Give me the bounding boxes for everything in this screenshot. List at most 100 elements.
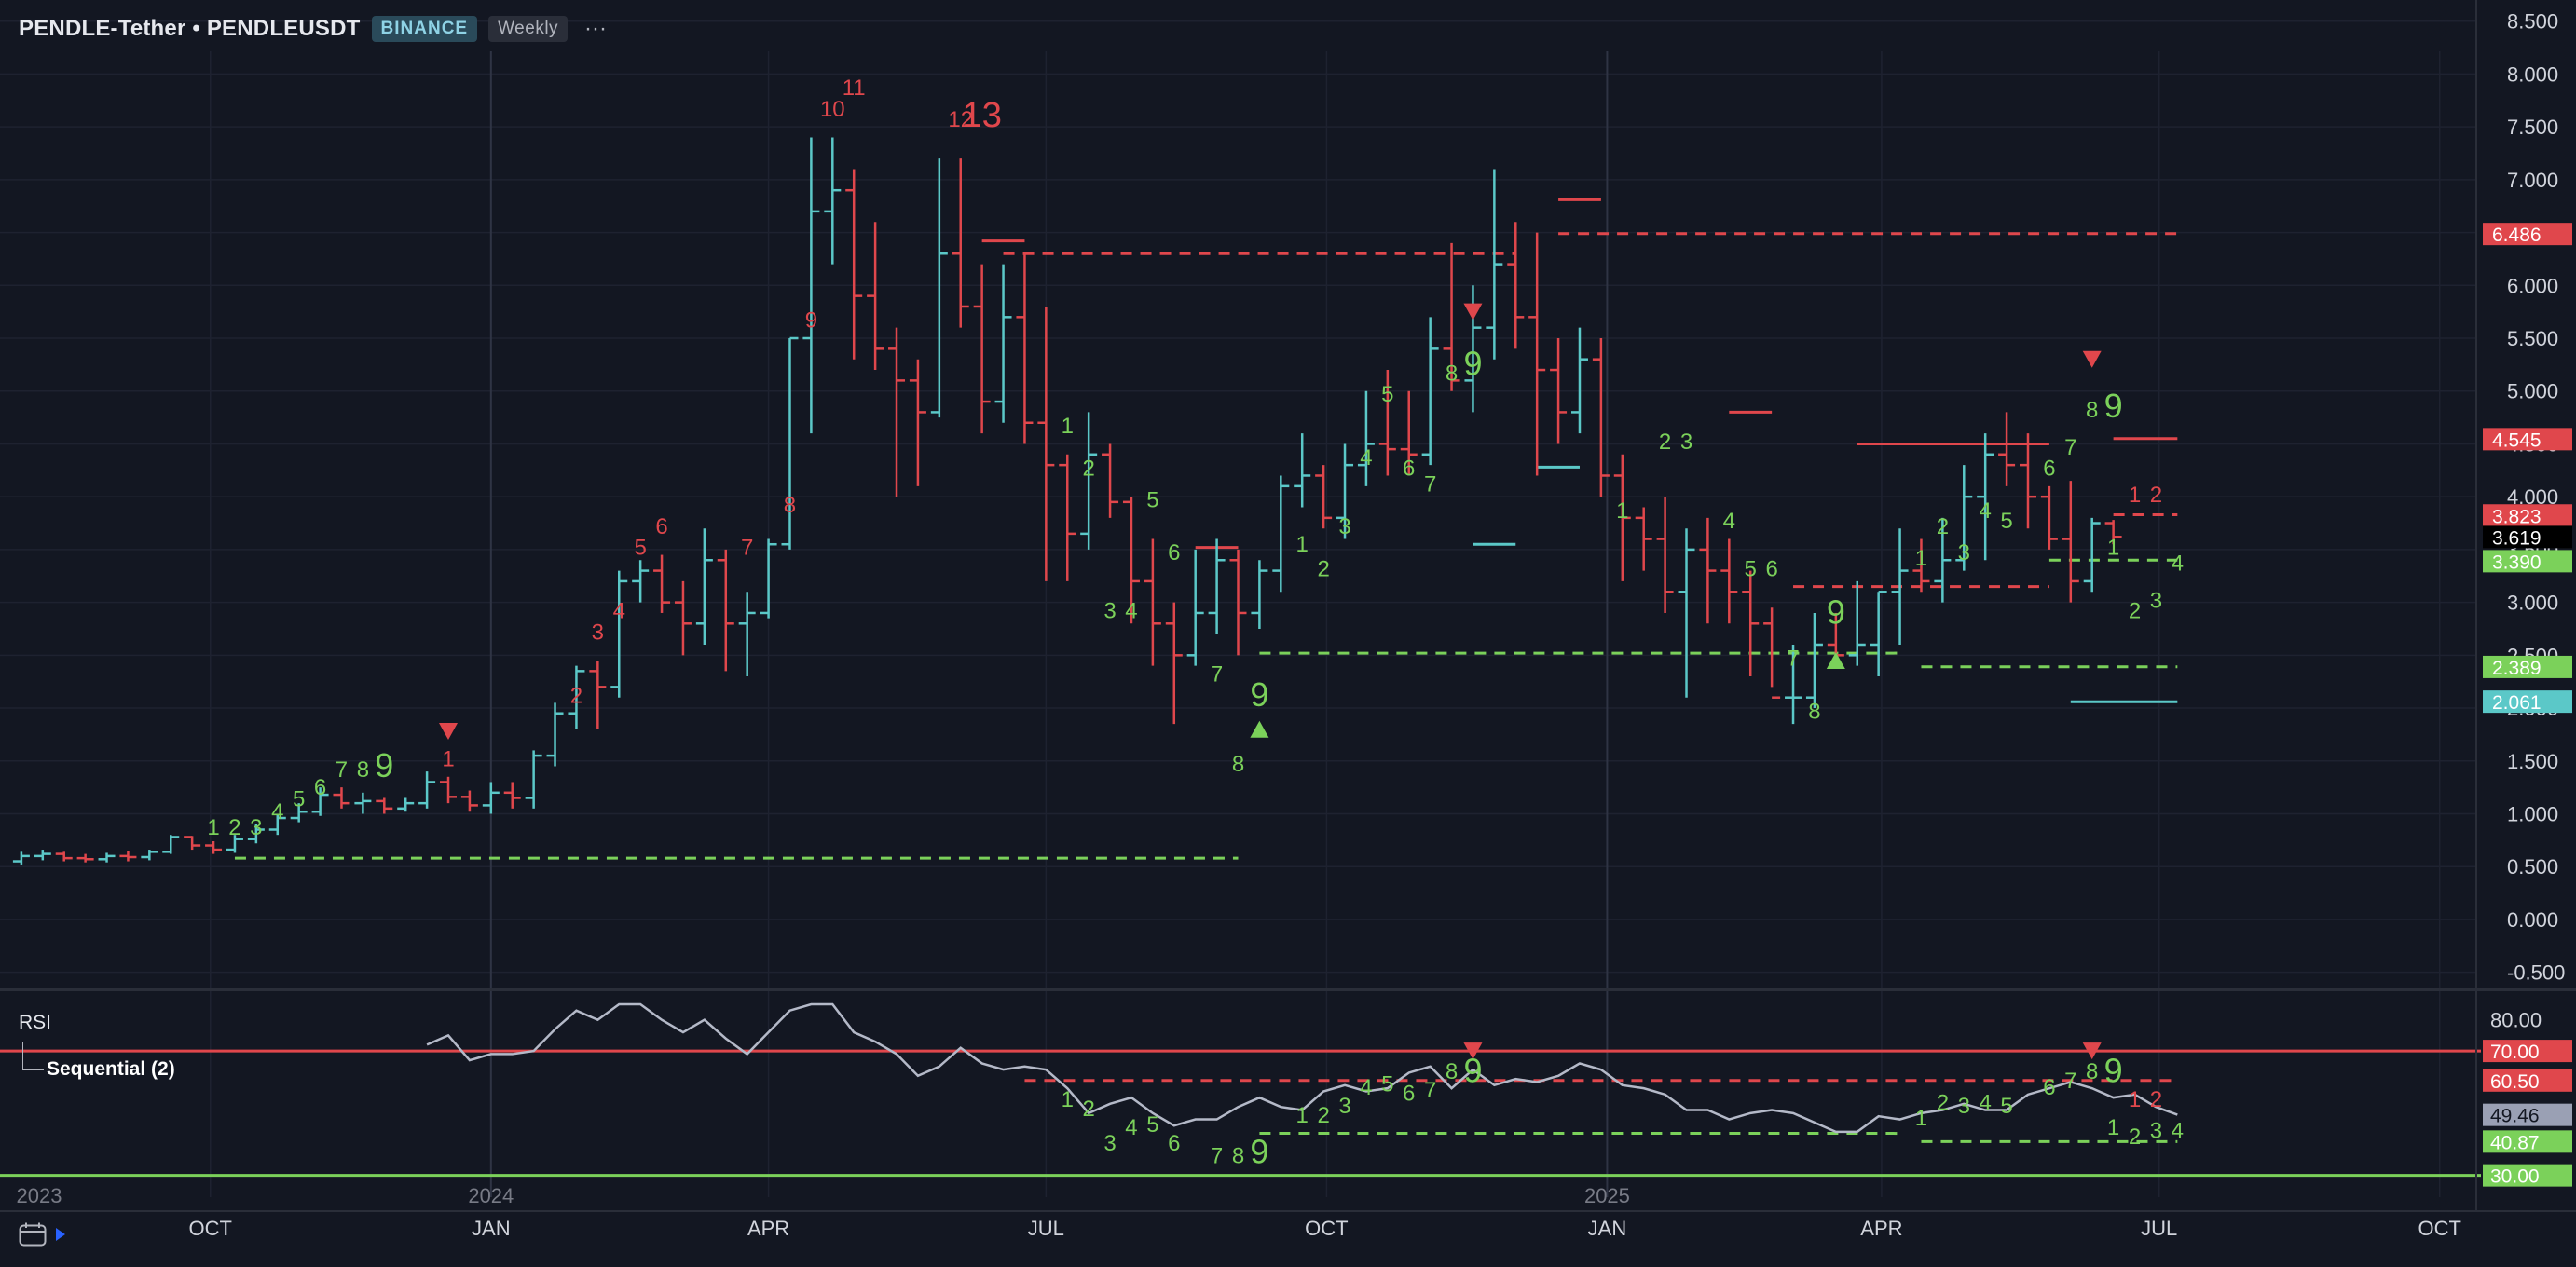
td-count: 9	[2104, 387, 2123, 425]
td-count: 6	[1765, 556, 1777, 581]
ohlc-bar	[1357, 390, 1375, 486]
calendar-icon[interactable]	[19, 1222, 47, 1247]
indicator-tree-icon	[22, 1042, 44, 1070]
td-count: 1	[1915, 1106, 1927, 1131]
time-label: JAN	[1588, 1217, 1627, 1240]
td-count: 3	[1958, 540, 1970, 565]
td-count: 7	[1424, 472, 1436, 497]
ohlc-bar	[1144, 538, 1161, 666]
td-count: 1	[1616, 498, 1628, 524]
td-count: 8	[1232, 752, 1244, 777]
ohlc-bar	[717, 549, 734, 672]
ohlc-bar	[397, 797, 415, 812]
ohlc-bar	[1486, 169, 1503, 360]
more-options-icon[interactable]: ···	[584, 16, 608, 41]
chart-header: PENDLE-Tether • PENDLEUSDT BINANCE Weekl…	[19, 15, 612, 43]
ohlc-bar	[1998, 412, 2016, 486]
td-count: 2	[1937, 1091, 1949, 1116]
ohlc-bar	[141, 850, 158, 861]
rsi-tag-text: 40.87	[2490, 1132, 2540, 1153]
ohlc-bar	[1294, 433, 1311, 508]
td-count: 11	[843, 75, 866, 101]
ohlc-bar	[184, 836, 201, 851]
ohlc-bar	[653, 554, 671, 613]
sell-arrow	[2082, 1042, 2102, 1060]
ohlc-bar	[1229, 549, 1247, 656]
rsi-tag	[2483, 1164, 2572, 1187]
td-count: 2	[1317, 1103, 1329, 1128]
rsi-tag-text: 60.50	[2490, 1071, 2540, 1093]
ohlc-bar	[1421, 317, 1439, 466]
ohlc-bar	[1208, 538, 1226, 634]
time-label: APR	[1860, 1217, 1902, 1240]
ohlc-bar	[909, 359, 926, 486]
ohlc-bar	[1080, 412, 1098, 550]
price-tag	[2483, 223, 2572, 246]
ohlc-bar	[1891, 528, 1909, 645]
td-count: 1	[1915, 546, 1927, 571]
td-count: 5	[634, 536, 646, 561]
td-count: 1	[1062, 1087, 1074, 1112]
ohlc-bar	[1016, 253, 1034, 444]
ohlc-bar	[1635, 507, 1652, 571]
td-count: 9	[1463, 345, 1482, 383]
rsi-tag	[2483, 1130, 2572, 1153]
ohlc-bar	[503, 782, 521, 809]
td-count: 7	[741, 536, 753, 561]
td-count: 3	[2150, 588, 2162, 613]
td-count: 2	[1317, 556, 1329, 581]
td-count: 2	[2150, 483, 2162, 508]
td-count: 1	[2107, 1115, 2119, 1140]
td-count: 5	[1745, 556, 1757, 581]
ohlc-bar	[268, 813, 286, 836]
ohlc-bar	[1656, 497, 1674, 613]
ohlc-bar	[1848, 580, 1866, 666]
sequential-indicator-label[interactable]: Sequential (2)	[47, 1058, 175, 1080]
rsi-tag-text: 70.00	[2490, 1042, 2540, 1063]
td-count: 5	[2000, 1094, 2012, 1119]
ohlc-bar	[546, 702, 564, 767]
ohlc-bar	[610, 570, 628, 698]
td-count: 9	[1250, 1132, 1268, 1170]
ohlc-bar	[1443, 242, 1460, 391]
ohlc-bar	[2040, 485, 2058, 550]
td-count: 8	[357, 757, 369, 783]
ohlc-bar	[12, 851, 30, 865]
symbol-title[interactable]: PENDLE-Tether • PENDLEUSDT	[19, 16, 361, 41]
price-tag-text: 3.619	[2492, 527, 2542, 549]
ohlc-bar	[1336, 443, 1354, 539]
td-count: 3	[1103, 599, 1116, 624]
price-tag	[2483, 428, 2572, 451]
ohlc-bar	[994, 264, 1012, 423]
td-count: 8	[2086, 1059, 2098, 1084]
td-count: 5	[1146, 488, 1158, 513]
td-count: 7	[2064, 435, 2076, 460]
td-count: 1	[1296, 1103, 1309, 1128]
td-count: 6	[1403, 456, 1415, 481]
rsi-tag	[2483, 1069, 2572, 1092]
year-label: 2025	[1584, 1184, 1630, 1207]
price-tick: 6.000	[2507, 274, 2558, 297]
ohlc-bar	[1977, 433, 1994, 561]
ohlc-bar	[1400, 390, 1418, 476]
play-arrow-icon[interactable]	[56, 1228, 65, 1241]
timeframe-badge[interactable]: Weekly	[488, 16, 569, 42]
td-count: 2	[228, 815, 240, 840]
ohlc-bar	[760, 538, 777, 619]
td-count: 6	[2043, 1075, 2055, 1100]
price-tick: 7.500	[2507, 116, 2558, 139]
rsi-title[interactable]: RSI	[19, 1012, 52, 1033]
td-count: 7	[336, 757, 348, 783]
td-count: 9	[1827, 593, 1845, 631]
price-tick: 5.000	[2507, 380, 2558, 403]
td-count: 4	[1360, 445, 1372, 470]
td-count: 9	[375, 746, 393, 784]
ohlc-bar	[1912, 538, 1930, 593]
ohlc-bar	[354, 792, 372, 814]
td-count: 13	[962, 95, 1002, 135]
price-tick: 5.500	[2507, 327, 2558, 350]
ohlc-bar	[888, 327, 906, 497]
td-count: 8	[1446, 1059, 1458, 1084]
